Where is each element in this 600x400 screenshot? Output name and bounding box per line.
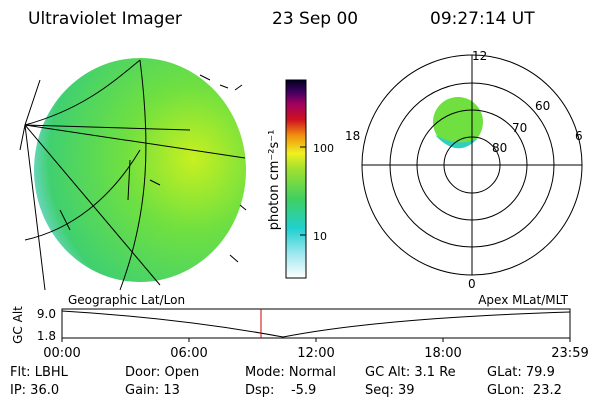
info-field: GLat: 79.9 bbox=[487, 365, 555, 380]
plot-right-title: Apex MLat/MLT bbox=[478, 293, 568, 307]
info-field: Door: Open bbox=[125, 365, 199, 380]
y-tick-label: 9.0 bbox=[37, 307, 56, 321]
mlt-label: 18 bbox=[345, 129, 360, 143]
info-field: Mode: Normal bbox=[245, 365, 336, 380]
altitude-frame bbox=[61, 308, 571, 339]
colorbar bbox=[285, 79, 307, 279]
colorbar-label: photon cm⁻²s⁻¹ bbox=[267, 130, 282, 231]
mlt-label: 12 bbox=[472, 49, 487, 63]
info-field: Seq: 39 bbox=[365, 383, 415, 398]
time: 09:27:14 UT bbox=[430, 9, 535, 29]
info-field: Dsp: -5.9 bbox=[245, 383, 316, 398]
colorbar-tick-label: 100 bbox=[313, 142, 334, 155]
y-tick-label: 1.8 bbox=[37, 329, 56, 343]
info-field: GC Alt: 3.1 Re bbox=[365, 365, 456, 380]
info-field: GLon: 23.2 bbox=[487, 383, 562, 398]
lat-label: 80 bbox=[492, 141, 507, 155]
date: 23 Sep 00 bbox=[272, 9, 358, 29]
mlt-label: 0 bbox=[468, 277, 476, 291]
title: Ultraviolet Imager bbox=[28, 9, 182, 29]
x-tick-label: 12:00 bbox=[297, 346, 334, 361]
info-field: Flt: LBHL bbox=[10, 365, 69, 380]
altitude-curve bbox=[61, 310, 571, 338]
altitude-ylabel: GC Alt bbox=[11, 306, 25, 344]
lat-label: 60 bbox=[535, 99, 550, 113]
plot-left-title: Geographic Lat/Lon bbox=[68, 293, 185, 307]
x-tick-label: 00:00 bbox=[43, 346, 80, 361]
info-field: IP: 36.0 bbox=[10, 383, 59, 398]
auroral-image bbox=[19, 58, 247, 291]
info-field: Gain: 13 bbox=[125, 383, 180, 398]
x-tick-label: 18:00 bbox=[424, 346, 461, 361]
x-tick-label: 23:59 bbox=[551, 346, 588, 361]
polar-plot bbox=[361, 54, 583, 276]
x-tick-label: 06:00 bbox=[170, 346, 207, 361]
colorbar-tick-label: 10 bbox=[313, 230, 327, 243]
lat-label: 70 bbox=[512, 121, 527, 135]
mlt-label: 6 bbox=[575, 129, 583, 143]
